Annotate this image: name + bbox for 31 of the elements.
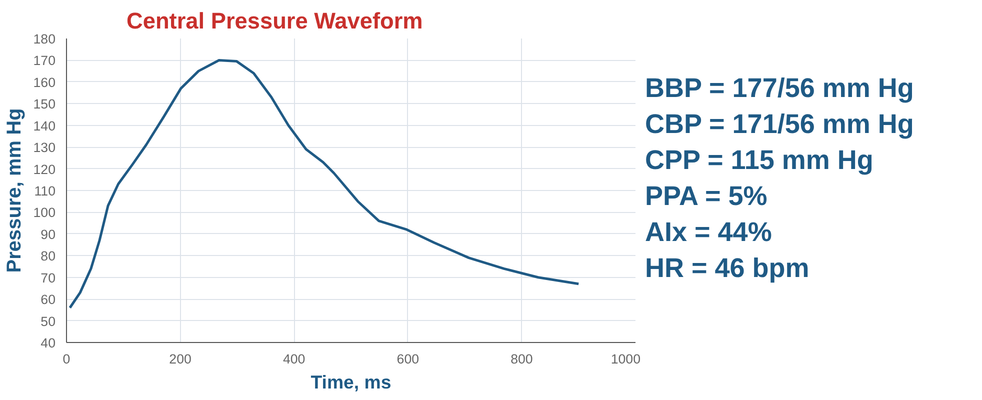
y-tick-label: 130 <box>33 140 56 156</box>
y-tick-label: 80 <box>40 248 56 264</box>
y-tick-label: 180 <box>33 32 56 46</box>
text: PPA = 5% <box>645 181 768 211</box>
text: BBP = 177/56 mm Hg <box>645 73 914 103</box>
x-tick-label: 200 <box>169 352 192 366</box>
y-tick-label: 120 <box>33 162 56 177</box>
y-tick-label: 140 <box>33 118 56 134</box>
y-tick-label: 150 <box>33 96 56 112</box>
y-tick-label: 40 <box>40 336 56 350</box>
chart-title: Central Pressure Waveform <box>126 8 423 34</box>
line-series <box>68 58 580 310</box>
y-tick-label: 100 <box>33 205 56 220</box>
y-tick-label: 110 <box>34 184 56 198</box>
y-tick-label: 50 <box>40 314 56 329</box>
text: AIx = 44% <box>645 217 773 247</box>
x-tick-label: 0 <box>62 352 70 366</box>
y-tick-label: 90 <box>40 226 56 242</box>
x-tick-label: 600 <box>396 352 420 366</box>
text: HR = 46 bpm <box>645 253 810 283</box>
text: CPP = 115 mm Hg <box>645 145 874 175</box>
y-tick-label: 70 <box>40 270 56 286</box>
x-axis-title: Time, ms <box>310 372 392 392</box>
y-tick-label: 170 <box>33 53 56 68</box>
y-axis-title: Pressure, mm Hg <box>3 108 26 273</box>
x-tick-label: 800 <box>510 352 533 366</box>
y-tick-label: 160 <box>33 74 56 90</box>
text: CBP = 171/56 mm Hg <box>645 109 914 139</box>
x-tick-label: 400 <box>282 352 306 366</box>
y-tick-label: 60 <box>40 292 56 308</box>
x-tick-label: 1000 <box>610 352 641 366</box>
